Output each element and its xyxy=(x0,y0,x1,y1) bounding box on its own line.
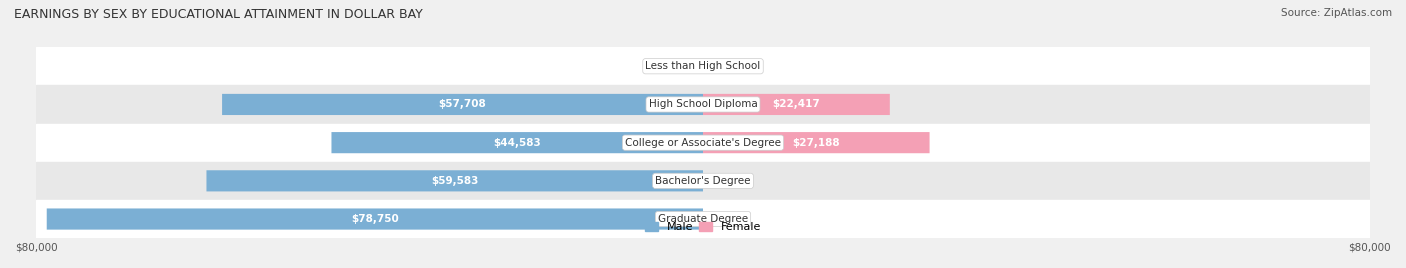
Text: $27,188: $27,188 xyxy=(793,138,841,148)
FancyBboxPatch shape xyxy=(703,132,929,153)
Text: Source: ZipAtlas.com: Source: ZipAtlas.com xyxy=(1281,8,1392,18)
Bar xyxy=(37,162,1369,200)
Text: $59,583: $59,583 xyxy=(432,176,478,186)
Text: Bachelor's Degree: Bachelor's Degree xyxy=(655,176,751,186)
FancyBboxPatch shape xyxy=(46,209,703,230)
Text: Less than High School: Less than High School xyxy=(645,61,761,71)
Bar xyxy=(37,200,1369,238)
Bar xyxy=(37,124,1369,162)
Text: Graduate Degree: Graduate Degree xyxy=(658,214,748,224)
Text: $78,750: $78,750 xyxy=(352,214,399,224)
FancyBboxPatch shape xyxy=(207,170,703,191)
Bar xyxy=(37,47,1369,85)
Text: $57,708: $57,708 xyxy=(439,99,486,109)
Text: EARNINGS BY SEX BY EDUCATIONAL ATTAINMENT IN DOLLAR BAY: EARNINGS BY SEX BY EDUCATIONAL ATTAINMEN… xyxy=(14,8,423,21)
Text: $0: $0 xyxy=(724,214,737,224)
Text: $44,583: $44,583 xyxy=(494,138,541,148)
Text: College or Associate's Degree: College or Associate's Degree xyxy=(626,138,780,148)
Legend: Male, Female: Male, Female xyxy=(643,220,763,234)
Text: $0: $0 xyxy=(724,61,737,71)
Text: High School Diploma: High School Diploma xyxy=(648,99,758,109)
FancyBboxPatch shape xyxy=(332,132,703,153)
FancyBboxPatch shape xyxy=(222,94,703,115)
Text: $22,417: $22,417 xyxy=(772,99,820,109)
Bar xyxy=(37,85,1369,124)
Text: $0: $0 xyxy=(724,176,737,186)
FancyBboxPatch shape xyxy=(703,94,890,115)
Text: $0: $0 xyxy=(669,61,682,71)
